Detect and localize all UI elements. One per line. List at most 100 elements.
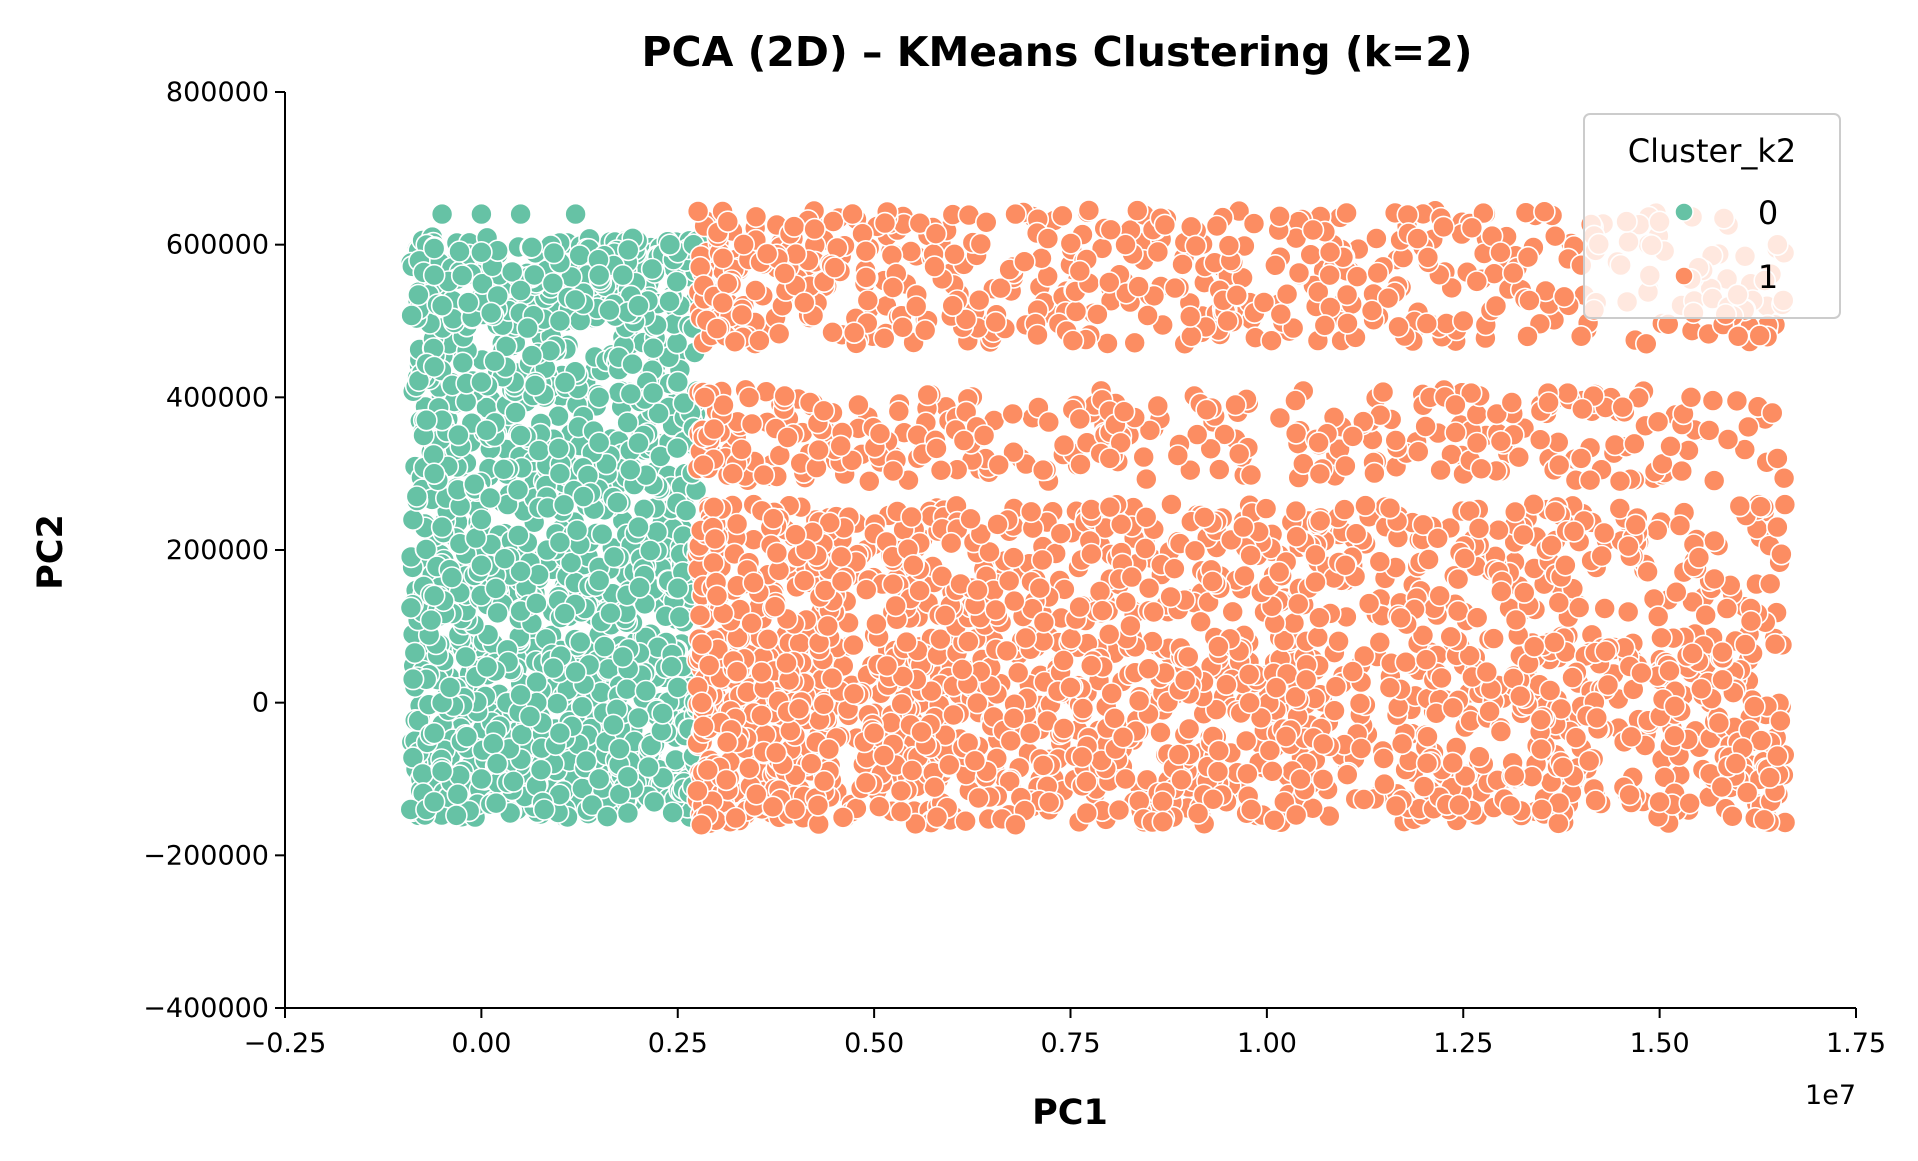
cluster-1-point [1236,762,1259,786]
cluster-1-point [688,255,712,279]
cluster-1-point [1411,623,1435,647]
cluster-1-point [1416,725,1439,749]
cluster-1-point [1336,763,1359,787]
cluster-1-point [857,469,881,493]
cluster-1-point [1758,766,1782,789]
cluster-0-point [548,531,572,554]
x-tick-label: −0.25 [244,1028,327,1059]
cluster-0-point [411,762,435,786]
cluster-1-point [1530,798,1554,821]
cluster-1-point [1334,454,1357,478]
cluster-1-point [929,458,953,482]
cluster-1-point [854,578,878,602]
cluster-1-point [967,786,990,810]
cluster-1-point [816,614,840,638]
cluster-1-point [1177,717,1201,741]
cluster-0-point [627,431,650,455]
cluster-1-point [1552,285,1576,309]
cluster-1-point [868,422,892,446]
cluster-1-point [1577,749,1601,773]
cluster-1-point [967,288,991,312]
cluster-1-point [702,495,726,519]
cluster-0-point [611,645,635,669]
cluster-1-point [1512,523,1535,547]
cluster-1-point [1183,539,1207,563]
cluster-1-point [923,775,946,799]
cluster-0-point [593,635,616,658]
cluster-1-point [1234,729,1258,753]
cluster-1-point [1136,304,1159,327]
cluster-1-point [965,691,989,715]
cluster-1-point [1529,737,1553,761]
cluster-1-point [989,276,1012,300]
cluster-1-point [1287,261,1311,285]
cluster-1-point [1770,542,1793,566]
cluster-1-point [984,598,1008,622]
x-tick-label: 1.75 [1826,1028,1886,1059]
cluster-1-point [1468,745,1491,769]
cluster-1-point [831,806,855,829]
cluster-1-point [783,797,807,821]
cluster-1-point [702,417,726,441]
cluster-1-point [1134,537,1157,560]
cluster-0-point [520,236,544,259]
cluster-0-point [574,749,598,773]
cluster-1-point [1623,432,1646,456]
cluster-1-point [1758,572,1782,596]
cluster-1-point [1711,640,1734,664]
cluster-1-point [1596,673,1620,697]
cluster-0-point [419,608,443,632]
cluster-1-point [966,578,989,602]
cluster-1-point [881,276,905,299]
cluster-0-point [548,462,572,486]
cluster-1-point [782,215,806,238]
cluster-0-point [548,721,572,745]
cluster-1-point [1019,500,1043,524]
cluster-1-point [1441,751,1464,775]
cluster-1-point [1239,463,1263,487]
cluster-1-point [1268,406,1292,430]
cluster-1-point [1059,676,1082,699]
cluster-1-point [829,545,853,569]
cluster-1-point [784,523,807,547]
cluster-1-point [1384,794,1408,818]
cluster-0-point [658,290,681,313]
cluster-0-point [492,457,516,481]
cluster-1-point [891,315,915,339]
cluster-1-point [942,703,965,727]
cluster-1-point [1227,442,1251,466]
cluster-1-point [1522,635,1546,659]
cluster-1-point [1272,629,1296,653]
cluster-1-point [984,310,1008,334]
cluster-1-point [1180,324,1203,348]
cluster-1-point [1363,461,1386,485]
cluster-1-point [1658,659,1681,683]
cluster-1-point [1766,447,1789,470]
cluster-0-point [580,793,604,817]
cluster-1-point [1484,294,1508,318]
cluster-1-point [1543,224,1567,248]
cluster-1-point [1678,791,1701,815]
cluster-0-point [637,755,660,779]
cluster-0-point [547,437,571,460]
cluster-0-point [590,522,614,546]
cluster-0-point [616,238,640,262]
cluster-1-point [1465,606,1489,630]
cluster-1-point [1569,447,1593,470]
cluster-1-point [1648,790,1671,814]
cluster-0-point [481,732,505,756]
cluster-1-point [995,639,1019,663]
cluster-1-point [937,753,961,777]
cluster-1-point [1446,567,1470,591]
cluster-1-point [1752,808,1776,832]
cluster-1-point [1284,389,1307,412]
cluster-1-point [1146,394,1170,418]
cluster-1-point [1724,752,1748,775]
cluster-1-point [1132,445,1155,469]
cluster-0-point [415,408,438,432]
cluster-1-point [1538,679,1562,702]
cluster-1-point [1426,526,1449,550]
cluster-0-point [674,499,698,523]
cluster-1-point [1498,794,1522,818]
cluster-1-point [812,399,836,423]
